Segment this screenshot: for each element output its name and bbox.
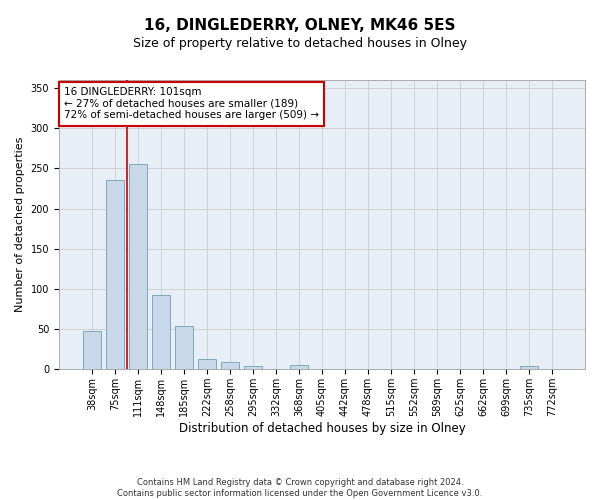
Text: Size of property relative to detached houses in Olney: Size of property relative to detached ho… [133,38,467,51]
Text: Contains HM Land Registry data © Crown copyright and database right 2024.
Contai: Contains HM Land Registry data © Crown c… [118,478,482,498]
Bar [520,366,538,370]
Text: 16, DINGLEDERRY, OLNEY, MK46 5ES: 16, DINGLEDERRY, OLNEY, MK46 5ES [144,18,456,32]
X-axis label: Distribution of detached houses by size in Olney: Distribution of detached houses by size … [179,422,466,435]
Text: 16 DINGLEDERRY: 101sqm
← 27% of detached houses are smaller (189)
72% of semi-de: 16 DINGLEDERRY: 101sqm ← 27% of detached… [64,87,319,120]
Bar [198,359,216,370]
Bar [290,366,308,370]
Y-axis label: Number of detached properties: Number of detached properties [15,137,25,312]
Bar [83,330,101,370]
Bar [244,366,262,370]
Bar [152,294,170,370]
Bar [221,362,239,370]
Bar [175,326,193,370]
Bar [129,164,147,370]
Bar [106,180,124,370]
